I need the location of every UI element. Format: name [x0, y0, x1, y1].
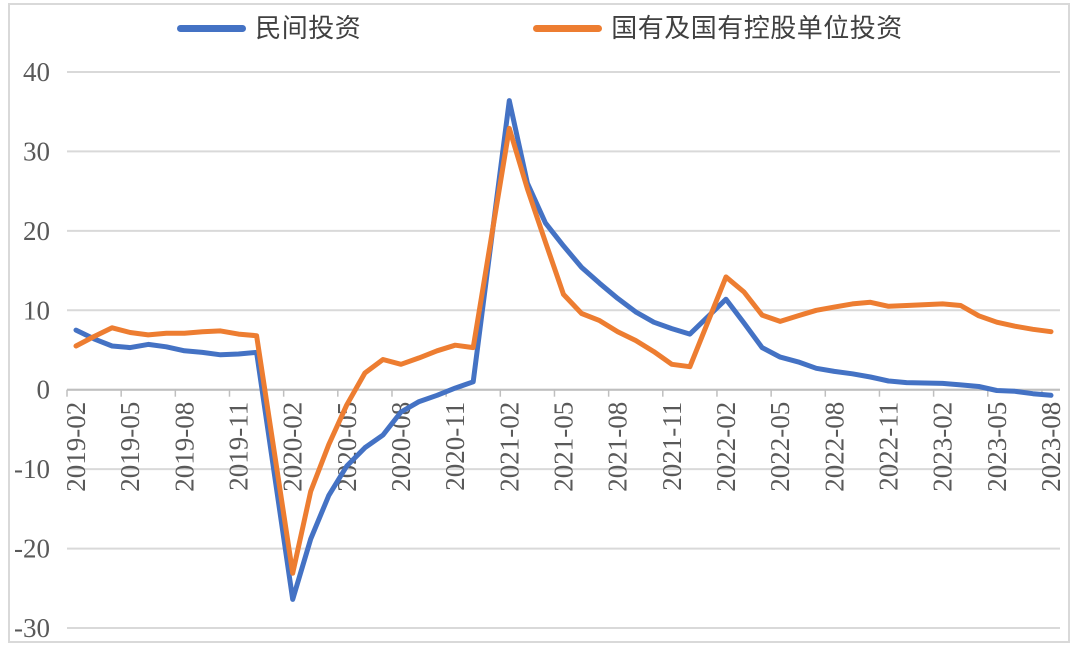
y-axis-label: 20: [23, 216, 50, 246]
x-axis-label: 2022-11: [873, 402, 903, 491]
x-axis-label: 2021-02: [494, 402, 524, 492]
y-axis-label: -20: [14, 534, 50, 564]
series-line-soe: [73, 125, 1054, 576]
x-axis-label: 2020-11: [440, 402, 470, 491]
x-axis-label: 2019-05: [115, 402, 145, 492]
x-axis-label: 2023-08: [1036, 402, 1066, 492]
x-axis-label: 2019-11: [224, 402, 254, 491]
legend-label-soe: 国有及国有控股单位投资: [611, 13, 903, 43]
y-axis-label: -10: [14, 454, 50, 484]
x-axis-label: 2022-05: [765, 402, 795, 492]
x-axis-label: 2021-08: [603, 402, 633, 492]
legend-item-private: 民间投资: [177, 13, 361, 43]
x-axis-label: 2019-08: [169, 402, 199, 492]
x-axis-label: 2021-11: [657, 402, 687, 491]
y-axis-label: 30: [23, 136, 50, 166]
y-axis-label: 0: [37, 375, 51, 405]
x-axis-label: 2020-08: [386, 402, 416, 492]
legend-label-private: 民间投资: [255, 13, 362, 43]
x-axis-label: 2023-02: [928, 402, 958, 492]
chart-border: [8, 3, 1070, 643]
x-axis-label: 2023-05: [982, 402, 1012, 492]
y-axis-label: 40: [23, 57, 50, 87]
legend-swatch-private-line: [177, 24, 247, 32]
y-axis-label: 10: [23, 295, 50, 325]
series-line-private: [73, 98, 1054, 602]
x-axis-label: 2021-05: [549, 402, 579, 492]
legend-swatch-soe-line: [533, 24, 603, 32]
legend-item-soe: 国有及国有控股单位投资: [533, 13, 903, 43]
x-axis-label: 2022-08: [819, 402, 849, 492]
x-axis-label: 2020-02: [278, 402, 308, 492]
y-axis-label: -30: [14, 613, 50, 643]
legend: 民间投资 国有及国有控股单位投资: [0, 13, 1080, 43]
x-axis-label: 2019-02: [61, 402, 91, 492]
x-axis-label: 2020-05: [332, 402, 362, 492]
x-axis-label: 2022-02: [711, 402, 741, 492]
